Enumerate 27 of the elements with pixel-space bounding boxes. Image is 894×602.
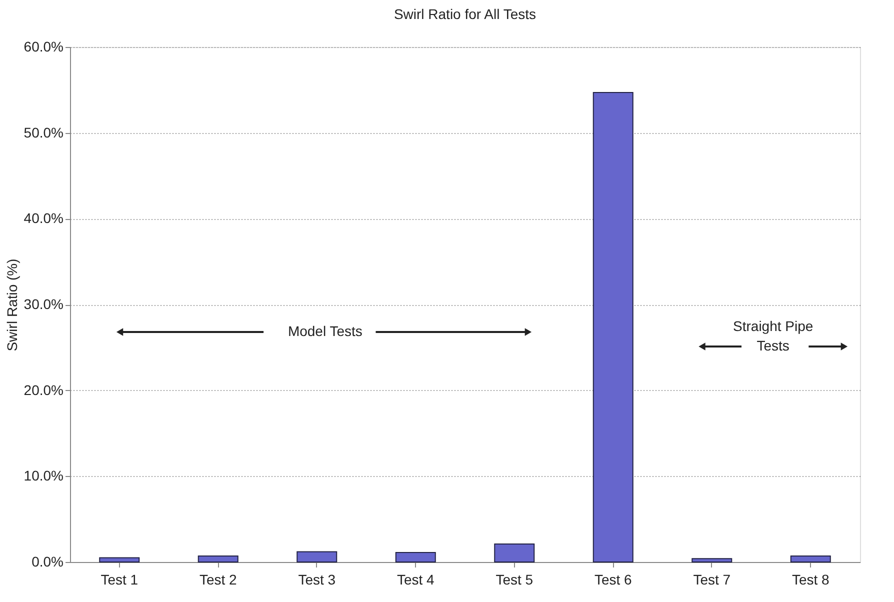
y-tick-label: 60.0% [24, 38, 64, 54]
x-tick-label: Test 5 [496, 572, 534, 588]
annotation: Model Tests [288, 322, 362, 339]
y-axis-title: Swirl Ratio (%) [4, 258, 20, 352]
bar [592, 92, 634, 562]
y-tick-label: 20.0% [24, 382, 64, 398]
annotation: Straight Pipe Tests [733, 318, 814, 354]
bar [395, 552, 436, 562]
bar [296, 551, 338, 562]
y-tick-label: 50.0% [24, 124, 64, 140]
x-tick-label: Test 1 [100, 572, 138, 588]
x-tick-label: Test 2 [199, 572, 238, 588]
bar [692, 558, 732, 562]
bar [790, 555, 831, 562]
y-tick-label: 10.0% [24, 468, 64, 484]
bar [99, 557, 140, 562]
bar [494, 543, 535, 562]
x-tick-label: Test 8 [792, 572, 830, 588]
y-tick-label: 30.0% [24, 296, 64, 312]
chart-title: Swirl Ratio for All Tests [394, 6, 536, 22]
x-tick-label: Test 3 [298, 572, 336, 588]
y-tick-label: 40.0% [24, 210, 64, 226]
x-tick-label: Test 7 [693, 572, 731, 588]
x-tick-label: Test 6 [594, 572, 632, 588]
y-tick-label: 0.0% [32, 554, 64, 570]
x-tick-label: Test 4 [396, 572, 435, 588]
bar [198, 555, 238, 562]
